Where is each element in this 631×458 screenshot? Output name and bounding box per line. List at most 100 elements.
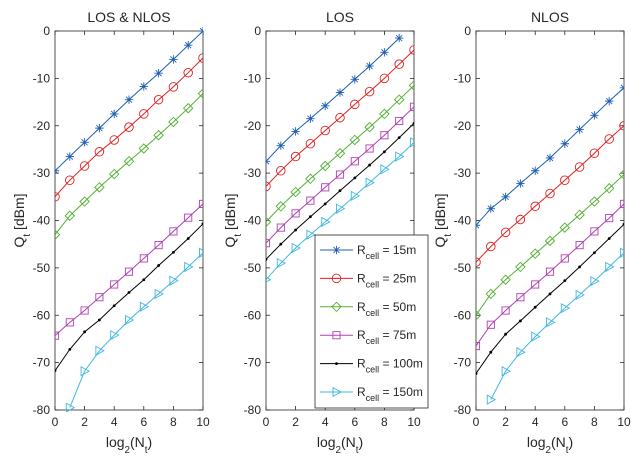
series-75m	[55, 199, 203, 340]
legend-label: Rcell = 100m	[357, 357, 423, 375]
y-tick-label: -50	[244, 261, 262, 275]
legend-marker	[331, 273, 342, 284]
y-tick-label: -30	[244, 166, 262, 180]
x-axis-label: log2(Nt)	[527, 434, 573, 456]
series-100m	[476, 222, 624, 375]
data-point	[563, 279, 567, 283]
series-15m	[55, 26, 203, 175]
data-point	[393, 94, 405, 105]
data-point	[110, 329, 120, 341]
data-point	[365, 177, 375, 188]
data-point	[55, 192, 60, 202]
data-point	[619, 199, 624, 208]
data-point	[618, 169, 624, 180]
data-point	[290, 186, 301, 198]
data-point	[124, 95, 134, 104]
data-point	[184, 261, 194, 273]
data-point	[590, 275, 600, 287]
series-75m	[266, 102, 414, 248]
y-tick-label: -20	[244, 119, 262, 133]
series-line	[55, 93, 203, 236]
series-150m	[65, 247, 203, 412]
series-25m	[476, 121, 624, 267]
chart-panel: 0-10-20-30-40-50-60-70-800 2 4 6 8 10LOSlog2(…	[222, 9, 429, 456]
data-point	[157, 264, 161, 267]
data-point	[489, 350, 493, 354]
x-tick-label: 10	[407, 415, 421, 429]
data-point	[323, 202, 327, 206]
y-tick-label: -60	[244, 308, 262, 322]
plot-area	[54, 30, 204, 411]
data-point	[545, 153, 555, 163]
data-point	[124, 267, 134, 276]
data-point	[500, 227, 511, 238]
data-point	[545, 267, 555, 276]
data-point	[169, 227, 178, 236]
data-point	[379, 108, 390, 120]
y-tick-label: -10	[454, 71, 472, 85]
series-line	[266, 49, 414, 187]
data-point	[279, 242, 283, 246]
data-point	[364, 121, 375, 133]
data-point	[395, 116, 404, 126]
x-tick-label: 6	[561, 415, 568, 429]
legend-marker	[332, 386, 342, 398]
data-point	[578, 265, 581, 269]
legend-label: Rcell = 25m	[357, 271, 416, 289]
data-point	[380, 164, 390, 175]
y-tick-label: -50	[33, 261, 51, 275]
data-point	[290, 151, 301, 162]
data-point	[622, 222, 624, 226]
data-point	[319, 160, 331, 172]
data-point	[172, 250, 175, 254]
data-point	[94, 147, 105, 157]
data-point	[515, 261, 526, 273]
y-axis-label-group: Qt [dBm]	[432, 193, 454, 247]
data-point	[80, 138, 89, 147]
data-point	[321, 216, 331, 228]
y-axis-label: Qt [dBm]	[11, 193, 33, 247]
data-point	[124, 122, 134, 132]
series-15m	[476, 83, 624, 230]
data-point	[291, 242, 301, 254]
data-point	[138, 143, 150, 154]
data-point	[306, 114, 315, 123]
data-point	[516, 293, 525, 302]
data-point	[408, 80, 414, 91]
y-tick-label: -50	[454, 261, 472, 275]
data-point	[335, 88, 345, 97]
data-point	[575, 125, 584, 134]
data-point	[276, 257, 287, 269]
data-point	[321, 101, 330, 111]
x-tick-label: 2	[502, 415, 509, 429]
chart-title: LOS & NLOS	[87, 9, 170, 25]
y-tick-label: -70	[33, 356, 51, 370]
series-line	[266, 106, 414, 244]
data-point	[516, 347, 526, 358]
series-50m	[55, 88, 203, 240]
data-point	[365, 144, 374, 153]
series-150m	[486, 247, 624, 405]
series-line	[476, 203, 624, 347]
series-line	[476, 174, 624, 316]
y-axis-label-group: Qt [dBm]	[11, 193, 33, 247]
data-point	[291, 127, 300, 136]
data-point	[619, 83, 624, 93]
y-tick-label: -40	[33, 214, 51, 228]
data-point	[368, 163, 371, 167]
data-point	[139, 82, 148, 91]
data-point	[198, 26, 203, 36]
data-point	[350, 157, 359, 166]
data-point	[108, 168, 120, 180]
data-point	[95, 345, 105, 356]
data-point	[266, 216, 272, 228]
data-point	[95, 293, 104, 302]
data-point	[266, 157, 271, 166]
data-point	[80, 306, 89, 315]
data-point	[560, 254, 569, 263]
data-point	[154, 68, 163, 78]
data-point	[575, 289, 585, 301]
series-50m	[266, 80, 414, 228]
data-point	[65, 318, 74, 327]
